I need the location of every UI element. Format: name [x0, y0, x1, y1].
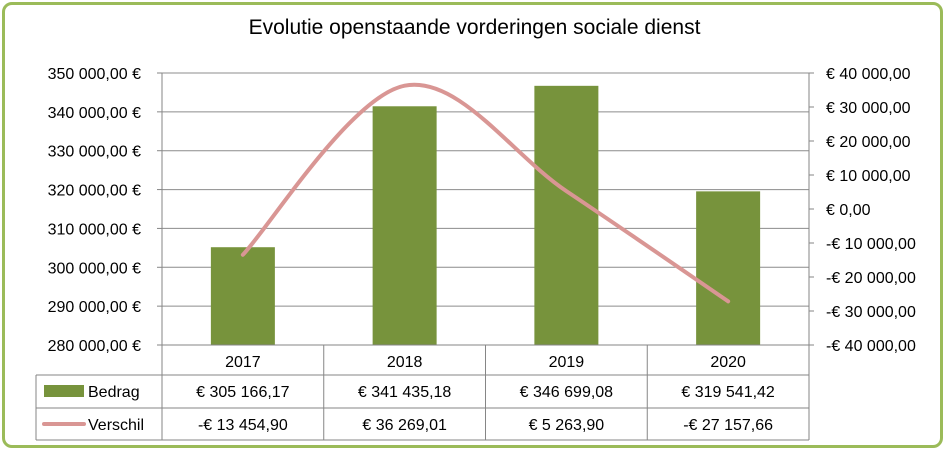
line-value-label: € 5 263,90: [529, 417, 605, 434]
line-legend-label: Verschil: [88, 417, 144, 434]
bar-value-label: € 305 166,17: [196, 384, 290, 401]
bar: [372, 106, 437, 345]
bar: [534, 85, 599, 346]
category-label: 2017: [225, 354, 261, 371]
category-label: 2019: [549, 354, 585, 371]
chart-frame: [2, 2, 943, 448]
line-value-label: € 36 269,01: [362, 417, 447, 434]
category-label: 2020: [710, 354, 746, 371]
right-tick-label: € 20 000,00: [826, 134, 911, 151]
axes: 280 000,00 € 290 000,00 € 300 000,00 € 310 …: [48, 66, 916, 355]
chart-title: Evolutie openstaande vorderingen sociale…: [248, 16, 701, 39]
bars: [210, 85, 761, 346]
bar-legend-key: [44, 385, 84, 397]
right-tick-label: € 40 000,00: [826, 66, 911, 83]
category-label: 2018: [387, 354, 423, 371]
bar-legend-label: Bedrag: [88, 384, 140, 401]
left-tick-label: 330 000,00 €: [48, 144, 142, 161]
right-tick-label: € 0,00: [826, 202, 871, 219]
data-table: 2017 2018 2019 2020 Bedrag Verschil € 305 166,…: [35, 344, 810, 441]
right-tick-label: -€ 30 000,00: [826, 304, 916, 321]
bar-value-label: € 341 435,18: [358, 384, 452, 401]
bar-value-label: € 319 541,42: [681, 384, 775, 401]
bar-value-label: € 346 699,08: [520, 384, 614, 401]
right-tick-label: € 10 000,00: [826, 168, 911, 185]
bar: [696, 191, 761, 345]
left-tick-label: 320 000,00 €: [48, 183, 142, 200]
right-tick-label: -€ 40 000,00: [826, 338, 916, 355]
left-tick-label: 280 000,00 €: [48, 338, 142, 355]
line-value-label: -€ 27 157,66: [683, 417, 773, 434]
left-tick-label: 350 000,00 €: [48, 66, 142, 83]
difference-line: [240, 82, 731, 304]
left-tick-label: 340 000,00 €: [48, 105, 142, 122]
left-tick-label: 310 000,00 €: [48, 221, 142, 238]
left-tick-label: 290 000,00 €: [48, 299, 142, 316]
right-tick-label: € 30 000,00: [826, 100, 911, 117]
right-tick-label: -€ 20 000,00: [826, 270, 916, 287]
bar: [210, 247, 275, 345]
left-tick-label: 300 000,00 €: [48, 260, 142, 277]
difference-series-line: [240, 82, 731, 304]
line-value-label: -€ 13 454,90: [198, 417, 288, 434]
right-tick-label: -€ 10 000,00: [826, 236, 916, 253]
